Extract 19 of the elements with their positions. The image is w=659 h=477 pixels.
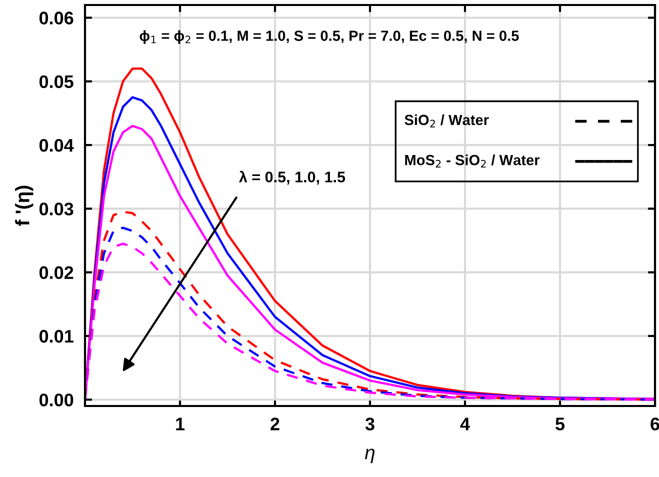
x-tick-label: 4 [460, 418, 470, 430]
x-tick-label: 3 [365, 418, 374, 430]
y-tick-label: 0.05 [39, 75, 74, 88]
y-tick-label: 0.00 [39, 394, 74, 406]
y-tick-label: 0.01 [39, 330, 74, 343]
y-tick-label: 0.02 [39, 266, 74, 280]
x-tick-label: 1 [176, 418, 185, 430]
x-tick-label: 2 [270, 418, 280, 430]
x-tick-label: 5 [556, 418, 565, 430]
y-tick-label: 0.04 [39, 138, 74, 152]
annotation: SiO$_{2}$ / Water [404, 114, 489, 128]
x-tick-label: 6 [650, 418, 659, 430]
y-tick-label: 0.03 [39, 202, 74, 216]
y-axis-title: f '(η) [15, 186, 34, 226]
annotation: MoS$_{2}$ - SiO$_{2}$ / Water [405, 154, 540, 168]
annotation: ϕ$_{1}$ = ϕ$_{2}$ = 0.1, M = 1.0, S = 0.5, Pr = 7.0, Ec = 0.5, N = 0.5 [140, 30, 519, 44]
x-axis-title: η [364, 448, 375, 464]
annotation: λ = 0.5, 1.0, 1.5 [238, 170, 346, 185]
y-tick-label: 0.06 [39, 12, 74, 24]
